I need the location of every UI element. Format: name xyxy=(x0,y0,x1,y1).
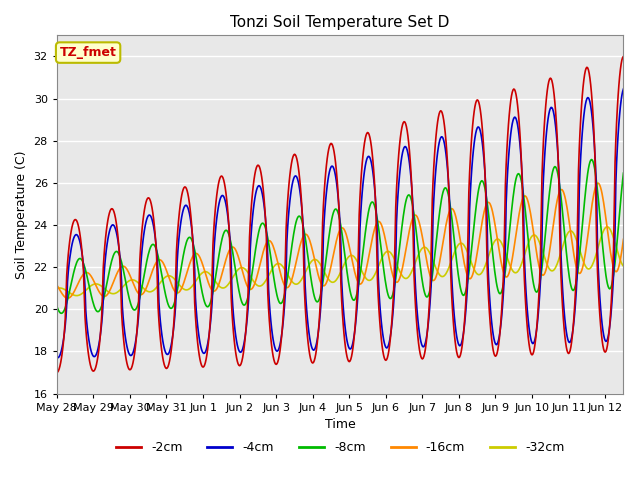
Text: TZ_fmet: TZ_fmet xyxy=(60,46,116,59)
Legend: -2cm, -4cm, -8cm, -16cm, -32cm: -2cm, -4cm, -8cm, -16cm, -32cm xyxy=(111,436,570,459)
Y-axis label: Soil Temperature (C): Soil Temperature (C) xyxy=(15,150,28,279)
X-axis label: Time: Time xyxy=(324,418,355,431)
Title: Tonzi Soil Temperature Set D: Tonzi Soil Temperature Set D xyxy=(230,15,450,30)
